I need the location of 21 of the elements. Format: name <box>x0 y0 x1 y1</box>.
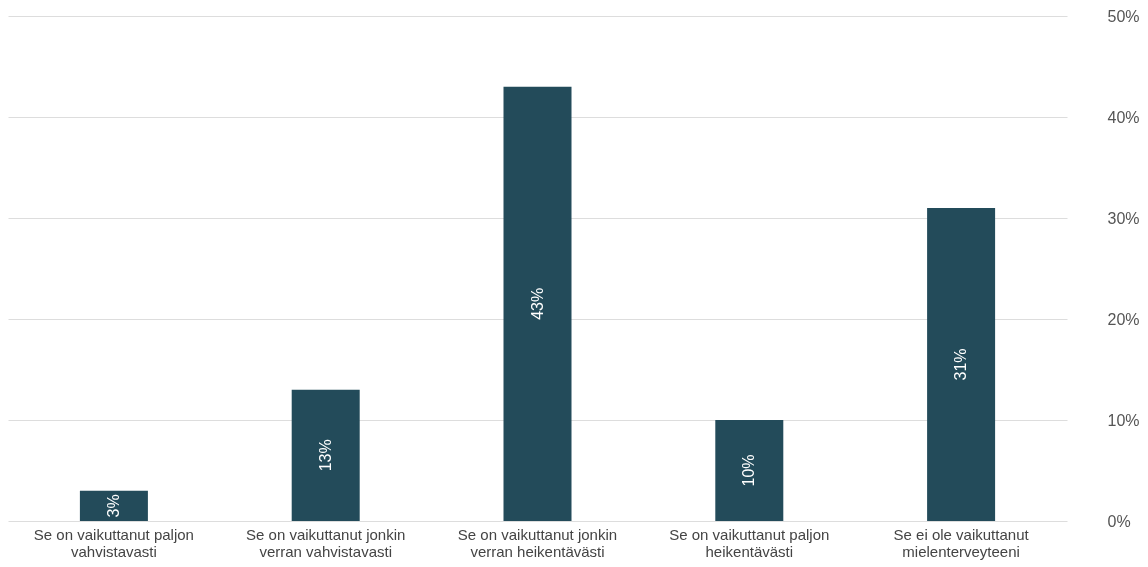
bar <box>291 389 360 521</box>
y-tick-label: 10% <box>1107 411 1140 429</box>
bar <box>715 420 784 521</box>
bar <box>79 490 148 521</box>
data-label: 13% <box>316 439 334 472</box>
y-tick-label: 0% <box>1107 512 1131 530</box>
y-tick-label: 40% <box>1107 108 1140 126</box>
bar <box>927 207 996 521</box>
y-tick-label: 30% <box>1107 209 1140 227</box>
x-tick-label: Se on vaikuttanut paljon vahvistavasti <box>33 525 194 560</box>
bar <box>503 86 572 521</box>
x-tick-label: Se on vaikuttanut jonkin verran vahvistavasti <box>246 525 406 560</box>
data-label: 43% <box>528 287 546 320</box>
data-label: 31% <box>952 348 970 381</box>
data-label: 3% <box>104 494 122 518</box>
x-tick-label: Se on vaikuttanut jonkin verran heikentävästi <box>457 525 618 560</box>
x-tick-label: Se on vaikuttanut paljon heikentävästi <box>669 525 830 560</box>
y-tick-label: 50% <box>1107 7 1140 25</box>
data-label: 10% <box>740 454 758 487</box>
y-tick-label: 20% <box>1107 310 1140 328</box>
x-tick-label: Se ei ole vaikuttanut mielenterveyteeni <box>893 525 1030 560</box>
